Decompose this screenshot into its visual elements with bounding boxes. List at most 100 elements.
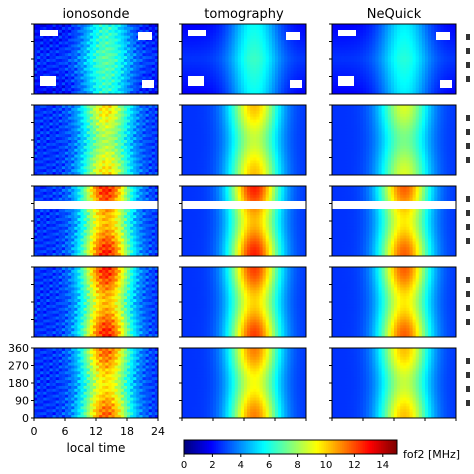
heatmap-cell xyxy=(228,76,232,80)
heatmap-cell xyxy=(99,119,103,123)
heatmap-cell xyxy=(440,70,444,74)
heatmap-cell xyxy=(228,64,232,69)
heatmap-cell xyxy=(61,140,66,144)
heatmap-cell xyxy=(133,24,137,28)
heatmap-cell xyxy=(83,140,88,144)
heatmap-cell xyxy=(390,32,395,37)
heatmap-cell xyxy=(127,151,131,155)
heatmap-cell xyxy=(105,50,109,54)
heatmap-cell xyxy=(335,125,339,129)
heatmap-cell xyxy=(265,151,270,155)
heatmap-cell xyxy=(222,125,226,129)
heatmap-cell xyxy=(247,35,251,39)
heatmap-cell xyxy=(185,157,189,161)
heatmap-cell xyxy=(154,157,159,161)
heatmap-cell xyxy=(278,145,282,150)
heatmap-cell xyxy=(55,73,60,77)
heatmap-cell xyxy=(268,107,273,112)
heatmap-cell xyxy=(105,56,109,60)
heatmap-cell xyxy=(133,64,137,69)
heatmap-cell xyxy=(108,76,112,80)
heatmap-cell xyxy=(68,122,72,126)
heatmap-cell xyxy=(338,137,342,141)
heatmap-cell xyxy=(247,145,251,150)
heatmap-cell xyxy=(92,119,97,123)
heatmap-cell xyxy=(55,67,60,72)
heatmap-cell xyxy=(275,154,279,158)
heatmap-cell xyxy=(34,59,38,63)
heatmap-cell xyxy=(203,53,208,57)
heatmap-cell xyxy=(418,41,423,45)
heatmap-cell xyxy=(219,140,223,144)
heatmap-cell xyxy=(68,128,72,132)
heatmap-cell xyxy=(194,56,198,60)
heatmap-cell xyxy=(384,91,389,95)
heatmap-cell xyxy=(394,61,398,66)
heatmap-cell xyxy=(49,128,53,132)
heatmap-cell xyxy=(77,119,81,123)
heatmap-cell xyxy=(105,154,109,158)
heatmap-cell xyxy=(268,35,273,39)
heatmap-cell xyxy=(105,113,109,118)
heatmap-cell xyxy=(61,24,66,28)
heatmap-cell xyxy=(338,128,342,132)
heatmap-cell xyxy=(65,169,69,173)
heatmap-cell xyxy=(268,128,273,132)
heatmap-cell xyxy=(265,26,270,31)
heatmap-cell xyxy=(68,148,72,153)
heatmap-cell xyxy=(259,76,263,80)
heatmap-cell xyxy=(259,59,263,63)
heatmap-cell xyxy=(275,85,279,89)
heatmap-cell xyxy=(130,122,134,126)
heatmap-cell xyxy=(415,61,420,66)
heatmap-cell xyxy=(287,122,291,126)
heatmap-cell xyxy=(271,29,276,34)
heatmap-cell xyxy=(353,91,358,95)
heatmap-cell xyxy=(268,53,273,57)
heatmap-cell xyxy=(154,24,159,28)
heatmap-cell xyxy=(80,85,84,89)
heatmap-cell xyxy=(256,85,260,89)
heatmap-cell xyxy=(123,131,128,135)
heatmap-cell xyxy=(403,26,407,31)
heatmap-cell xyxy=(259,73,263,77)
heatmap-cell xyxy=(293,160,298,164)
heatmap-cell xyxy=(80,140,84,144)
heatmap-cell xyxy=(83,91,88,95)
heatmap-cell xyxy=(139,47,143,51)
heatmap-cell xyxy=(409,79,413,83)
heatmap-cell xyxy=(262,131,267,135)
heatmap-cell xyxy=(281,134,285,138)
heatmap-cell xyxy=(92,105,97,109)
heatmap-cell xyxy=(228,82,232,86)
heatmap-cell xyxy=(114,88,119,92)
heatmap-cell xyxy=(234,59,239,63)
heatmap-cell xyxy=(363,35,367,39)
heatmap-cell xyxy=(278,157,282,161)
heatmap-cell xyxy=(197,110,201,115)
heatmap-cell xyxy=(203,26,208,31)
heatmap-cell xyxy=(148,50,153,54)
heatmap-cell xyxy=(40,125,44,129)
heatmap-cell xyxy=(293,119,298,123)
heatmap-cell xyxy=(397,32,401,37)
heatmap-cell xyxy=(197,163,201,167)
heatmap-cell xyxy=(384,53,389,57)
heatmap-cell xyxy=(185,35,189,39)
heatmap-cell xyxy=(259,70,263,74)
heatmap-cell xyxy=(58,24,63,28)
heatmap-cell xyxy=(366,56,370,60)
heatmap-cell xyxy=(290,116,294,120)
heatmap-cell xyxy=(55,145,60,150)
heatmap-cell xyxy=(240,119,245,123)
heatmap-cell xyxy=(65,119,69,123)
heatmap-cell xyxy=(151,53,156,57)
heatmap-cell xyxy=(356,73,361,77)
heatmap-cell xyxy=(120,154,125,158)
heatmap-cell xyxy=(332,142,336,147)
heatmap-cell xyxy=(74,24,78,28)
heatmap-cell xyxy=(139,79,143,83)
heatmap-cell xyxy=(216,24,220,28)
heatmap-cell xyxy=(61,29,66,34)
heatmap-cell xyxy=(434,26,438,31)
